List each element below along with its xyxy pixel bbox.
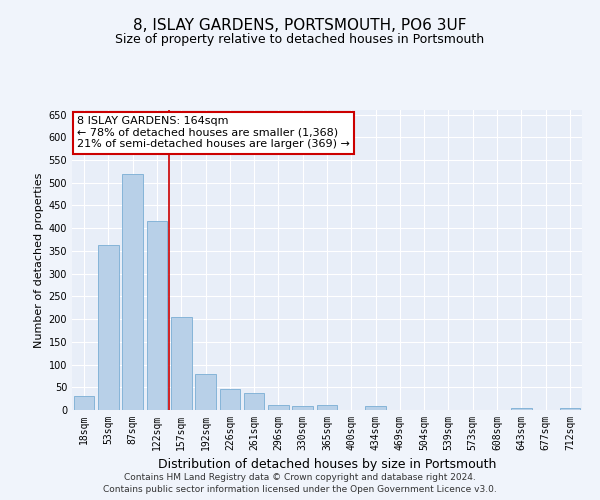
- Text: 8 ISLAY GARDENS: 164sqm
← 78% of detached houses are smaller (1,368)
21% of semi: 8 ISLAY GARDENS: 164sqm ← 78% of detache…: [77, 116, 350, 149]
- Bar: [244, 392, 265, 410]
- Bar: [122, 174, 143, 410]
- Bar: [511, 408, 532, 410]
- Bar: [171, 317, 191, 410]
- Bar: [292, 406, 313, 410]
- Y-axis label: Number of detached properties: Number of detached properties: [34, 172, 44, 348]
- Text: Size of property relative to detached houses in Portsmouth: Size of property relative to detached ho…: [115, 32, 485, 46]
- Bar: [74, 396, 94, 410]
- Text: Contains public sector information licensed under the Open Government Licence v3: Contains public sector information licen…: [103, 485, 497, 494]
- Text: Contains HM Land Registry data © Crown copyright and database right 2024.: Contains HM Land Registry data © Crown c…: [124, 472, 476, 482]
- Bar: [146, 222, 167, 410]
- Bar: [195, 374, 216, 410]
- Bar: [98, 246, 119, 410]
- Bar: [317, 404, 337, 410]
- Bar: [560, 408, 580, 410]
- Bar: [268, 404, 289, 410]
- Bar: [365, 406, 386, 410]
- Bar: [220, 388, 240, 410]
- X-axis label: Distribution of detached houses by size in Portsmouth: Distribution of detached houses by size …: [158, 458, 496, 471]
- Text: 8, ISLAY GARDENS, PORTSMOUTH, PO6 3UF: 8, ISLAY GARDENS, PORTSMOUTH, PO6 3UF: [133, 18, 467, 32]
